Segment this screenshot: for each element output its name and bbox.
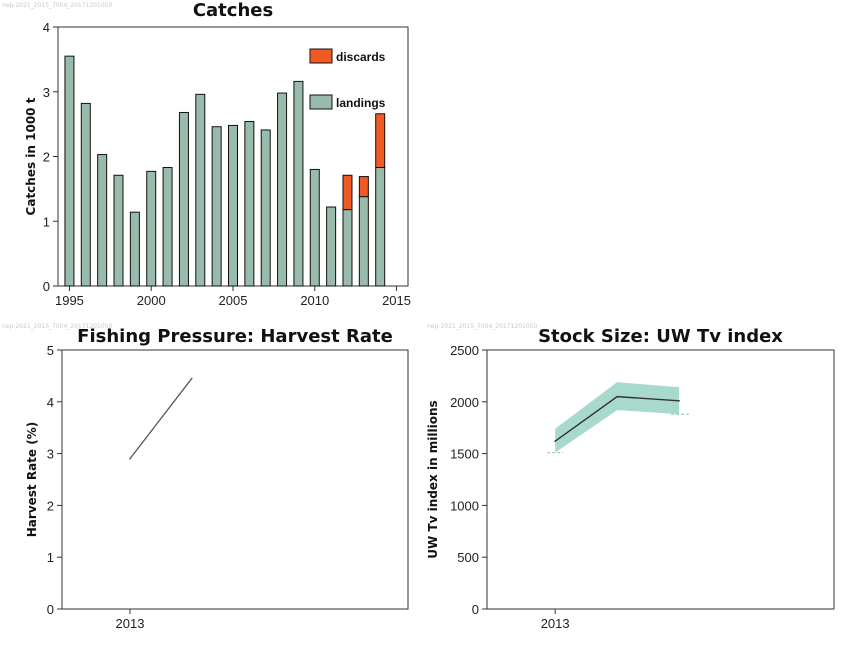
bar-discards-2014 <box>375 113 386 169</box>
harvest-rate-point-0 <box>129 457 131 460</box>
x-tick-label: 1995 <box>55 293 84 308</box>
bar-landings-2001 <box>162 167 173 287</box>
uw-tv-index-point-1 <box>616 395 618 398</box>
uw-tv-index-point-0 <box>554 440 556 442</box>
y-axis-label: UW Tv index in millions <box>426 400 440 558</box>
legend-label-discards: discards <box>336 50 386 64</box>
stock-size-chart: Stock Size: UW Tv index UW Tv index in mi… <box>426 326 835 631</box>
harvest-rate-chart: Fishing Pressure: Harvest Rate Harvest Ra… <box>25 326 409 631</box>
y-tick-label: 3 <box>47 447 54 462</box>
bar-landings-1996 <box>80 102 91 287</box>
bar-landings-2006 <box>244 121 255 287</box>
x-tick-label: 2000 <box>137 293 166 308</box>
legend-swatch-landings <box>309 94 333 110</box>
watermark-catches: nep-2021_2015_7004_20171201050 <box>2 2 113 9</box>
bar-landings-2007 <box>260 129 271 287</box>
y-tick-label: 4 <box>43 20 50 35</box>
x-tick-label: 2013 <box>116 616 145 631</box>
y-tick-label: 0 <box>43 279 50 294</box>
bar-landings-2012 <box>342 209 353 287</box>
y-tick-label: 0 <box>47 602 54 617</box>
legend-label-landings: landings <box>336 96 386 110</box>
chart-title: Fishing Pressure: Harvest Rate <box>77 326 393 347</box>
harvest-rate-line <box>129 378 193 460</box>
y-tick-label: 1000 <box>450 498 479 513</box>
x-tick-label: 2015 <box>382 293 411 308</box>
y-tick-label: 500 <box>457 550 479 565</box>
x-tick-label: 2010 <box>300 293 329 308</box>
bar-landings-2005 <box>228 124 238 287</box>
uw-tv-index-point-2 <box>678 399 680 402</box>
y-tick-label: 2 <box>47 498 54 513</box>
plot-frame <box>486 349 835 610</box>
bar-landings-2011 <box>326 206 337 287</box>
legend-swatch-discards <box>309 48 333 64</box>
catches-chart: Catches Catches in 1000 t 0 1 2 3 4 1995 2000 200… <box>24 0 411 308</box>
bar-landings-2013 <box>358 196 369 287</box>
plot-frame <box>61 349 409 610</box>
x-tick-label: 2005 <box>219 293 248 308</box>
y-tick-label: 4 <box>47 395 54 410</box>
bar-landings-2002 <box>178 111 189 287</box>
y-tick-label: 3 <box>43 85 50 100</box>
y-tick-label: 2500 <box>450 343 479 358</box>
uw-tv-confidence-band <box>555 382 680 453</box>
harvest-rate-point-1 <box>190 377 193 380</box>
y-tick-label: 0 <box>472 602 479 617</box>
watermark-harvest: nep-2021_2015_7004_20171201050 <box>2 323 113 330</box>
x-tick-label: 2013 <box>541 616 570 631</box>
bar-landings-2000 <box>146 170 157 287</box>
y-tick-label: 2 <box>43 150 50 165</box>
bar-landings-2010 <box>309 168 320 287</box>
bar-landings-2009 <box>293 80 304 287</box>
chart-title: Catches <box>193 0 273 21</box>
y-tick-label: 2000 <box>450 395 479 410</box>
stock-panel: nep-2021_2015_7004_20171201050 Stock Siz… <box>425 320 850 650</box>
bar-landings-2014 <box>375 167 386 287</box>
bar-landings-2003 <box>195 93 206 287</box>
y-axis-label: Catches in 1000 t <box>24 97 38 215</box>
harvest-panel: nep-2021_2015_7004_20171201050 Fishing P… <box>0 320 420 650</box>
bar-discards-2012 <box>342 174 353 211</box>
bar-landings-1995 <box>64 55 75 287</box>
chart-title: Stock Size: UW Tv index <box>538 326 783 347</box>
watermark-stock: nep-2021_2015_7004_20171201050 <box>427 323 538 330</box>
catches-panel: nep-2021_2015_7004_20171201050 Catches Ca… <box>0 0 420 320</box>
bar-landings-1997 <box>97 154 108 287</box>
y-tick-label: 1 <box>47 550 54 565</box>
y-axis-label: Harvest Rate (%) <box>25 422 39 537</box>
y-tick-label: 1500 <box>450 447 479 462</box>
bar-landings-1999 <box>129 211 140 287</box>
bar-landings-1998 <box>113 174 124 287</box>
y-tick-label: 1 <box>43 214 50 229</box>
bar-landings-2008 <box>277 92 288 287</box>
bar-discards-2013 <box>358 176 369 198</box>
bar-landings-2004 <box>211 126 222 287</box>
y-tick-label: 5 <box>47 343 54 358</box>
